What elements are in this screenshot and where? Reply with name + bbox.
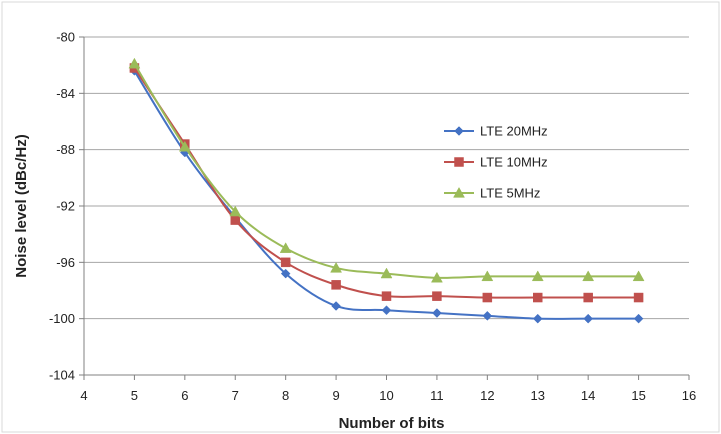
data-point bbox=[432, 291, 442, 301]
legend-item-lte-10mhz: LTE 10MHz bbox=[444, 155, 548, 170]
legend-label: LTE 20MHz bbox=[480, 124, 548, 139]
axes bbox=[79, 36, 690, 380]
data-point bbox=[482, 292, 493, 303]
legend-swatch-marker bbox=[454, 157, 464, 167]
data-point bbox=[531, 270, 544, 282]
x-tick-label: 14 bbox=[581, 388, 595, 403]
data-point bbox=[633, 313, 644, 324]
y-tick-label: -84 bbox=[56, 86, 75, 101]
data-point bbox=[583, 313, 594, 324]
legend-swatch-marker bbox=[453, 186, 465, 198]
y-tick-label: -96 bbox=[56, 255, 75, 270]
data-point bbox=[229, 205, 242, 217]
data-point bbox=[330, 261, 343, 273]
data-point bbox=[532, 313, 543, 324]
data-point bbox=[331, 301, 341, 311]
x-tick-label: 16 bbox=[682, 388, 696, 403]
data-point bbox=[279, 242, 292, 253]
x-tick-label: 12 bbox=[480, 388, 494, 403]
data-point bbox=[280, 268, 291, 279]
data-point bbox=[178, 140, 191, 152]
data-point bbox=[432, 308, 442, 318]
y-axis-title: Noise level (dBc/Hz) bbox=[13, 134, 30, 277]
y-tick-label: -80 bbox=[56, 30, 75, 45]
series-lines bbox=[128, 57, 645, 324]
data-point bbox=[430, 271, 443, 283]
x-tick-label: 13 bbox=[531, 388, 545, 403]
data-point bbox=[230, 215, 240, 225]
data-point bbox=[381, 305, 392, 316]
data-point bbox=[582, 270, 595, 282]
data-point bbox=[533, 292, 543, 303]
series-line bbox=[133, 63, 639, 279]
data-point bbox=[331, 280, 341, 290]
legend-item-lte-5mhz: LTE 5MHz bbox=[444, 186, 540, 201]
tick-labels: -80 -84 -88 -92 -96 -100 -104 4 5 6 7 8 9 10 11 12 13 14 1… bbox=[49, 30, 696, 404]
x-axis-title: Number of bits bbox=[339, 415, 445, 432]
series-line bbox=[133, 70, 639, 320]
x-tick-label: 6 bbox=[181, 388, 188, 403]
x-tick-label: 7 bbox=[232, 388, 239, 403]
data-point bbox=[381, 291, 392, 301]
x-tick-label: 10 bbox=[379, 388, 393, 403]
data-point bbox=[633, 292, 644, 303]
y-tick-label: -100 bbox=[49, 311, 75, 326]
data-point bbox=[632, 270, 645, 282]
legend: LTE 20MHz LTE 10MHz LTE 5MHz bbox=[444, 124, 548, 201]
x-tick-label: 15 bbox=[631, 388, 645, 403]
series-lte-5mhz bbox=[128, 57, 645, 283]
legend-label: LTE 10MHz bbox=[480, 155, 548, 170]
y-tick-label: -88 bbox=[56, 142, 75, 157]
data-point bbox=[583, 292, 593, 303]
x-tick-label: 4 bbox=[80, 388, 87, 403]
data-point bbox=[380, 267, 393, 279]
legend-swatch-marker bbox=[454, 126, 464, 136]
data-point bbox=[482, 310, 493, 321]
legend-label: LTE 5MHz bbox=[480, 186, 540, 201]
x-tick-label: 11 bbox=[430, 388, 444, 403]
data-point bbox=[128, 57, 141, 69]
x-tick-label: 9 bbox=[332, 388, 339, 403]
data-point bbox=[481, 270, 494, 282]
x-tick-label: 8 bbox=[282, 388, 289, 403]
x-tick-label: 5 bbox=[131, 388, 138, 403]
legend-item-lte-20mhz: LTE 20MHz bbox=[444, 124, 548, 139]
data-point bbox=[280, 257, 291, 268]
y-tick-label: -92 bbox=[56, 199, 75, 214]
y-tick-label: -104 bbox=[49, 368, 75, 383]
